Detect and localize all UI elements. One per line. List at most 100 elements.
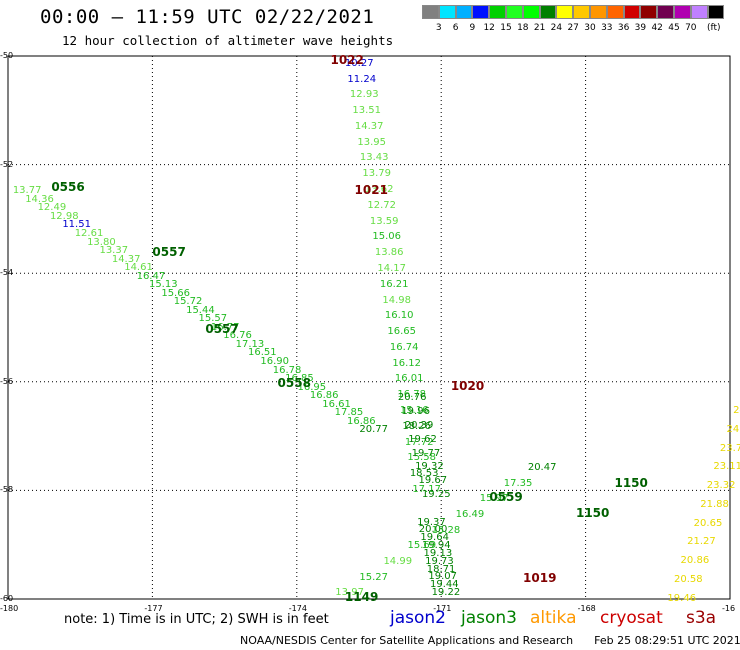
color-scale-label: 21 <box>533 23 546 33</box>
wave-height-value: 17.13 <box>235 338 265 350</box>
wave-height-value: 16.86 <box>309 390 339 402</box>
color-scale-label: 24 <box>550 23 563 33</box>
track-time-label: 0559 <box>489 489 523 504</box>
wave-height-value: 16.51 <box>247 347 277 359</box>
wave-height-value: 19.44 <box>429 579 459 591</box>
track-time-label: 1150 <box>614 476 648 491</box>
wave-height-value: 19.96 <box>401 405 430 417</box>
wave-height-value: 18.71 <box>426 563 456 575</box>
wave-height-value: 16.10 <box>384 310 414 322</box>
color-swatch <box>539 5 557 19</box>
wave-height-value: 13.95 <box>357 136 387 148</box>
wave-height-value: 15.06 <box>372 231 402 243</box>
longitude-label: -177 <box>144 604 163 613</box>
color-scale-label: 12 <box>483 23 495 33</box>
latitude-label: -56 <box>0 376 14 386</box>
wave-height-value: 14.17 <box>377 262 407 274</box>
track-time-label: 1019 <box>523 571 557 586</box>
color-scale-unit: (ft) <box>707 23 721 33</box>
latitude-label: -52 <box>0 159 14 169</box>
wave-height-value: 15.28 <box>431 524 461 536</box>
color-swatch <box>606 5 624 19</box>
wave-height-value: 12.93 <box>349 89 379 101</box>
wave-height-value: 20.86 <box>680 555 710 567</box>
wave-height-value: 19.94 <box>421 540 451 552</box>
footer-note: note: 1) Time is in UTC; 2) SWH is in fe… <box>64 612 329 627</box>
wave-height-value: 12.98 <box>49 210 79 222</box>
color-scale-label: 36 <box>617 23 630 33</box>
wave-height-value: 14.99 <box>383 555 413 567</box>
color-swatch <box>422 5 439 19</box>
wave-height-value: 19.13 <box>423 547 453 559</box>
track-time-label: 1020 <box>450 378 485 393</box>
wave-height-value: 19.22 <box>431 587 461 599</box>
wave-height-value: 17.35 <box>503 477 533 489</box>
wave-height-value: 19.07 <box>428 571 457 583</box>
color-scale-label: 42 <box>651 23 663 33</box>
wave-height-value: 16.78 <box>272 364 302 376</box>
wave-height-value: 16.47 <box>136 270 166 282</box>
wave-height-value: 16.21 <box>379 278 409 290</box>
legend-jason3: jason3 <box>461 608 517 628</box>
wave-height-value: 16.90 <box>260 355 289 367</box>
color-scale-label: 3 <box>435 23 442 33</box>
wave-height-value: 10.27 <box>344 57 374 69</box>
wave-height-value: 14.36 <box>25 193 54 205</box>
longitude-label: -171 <box>433 604 452 613</box>
color-swatch <box>489 5 506 19</box>
color-swatch <box>707 5 725 19</box>
footer-credit: NOAA/NESDIS Center for Satellite Applica… <box>240 634 740 647</box>
wave-height-value: 13.80 <box>87 236 116 248</box>
color-scale-label: 6 <box>452 23 459 33</box>
wave-height-value: 19.62 <box>408 433 437 445</box>
legend-cryosat: cryosat <box>600 608 663 628</box>
wave-height-value: 20.58 <box>673 573 703 585</box>
track-time-label: 0558 <box>277 375 311 390</box>
wave-height-value: 16.78 <box>397 389 426 401</box>
color-swatch <box>556 5 574 19</box>
wave-height-value: 13.79 <box>362 168 392 180</box>
wave-height-value: 19.64 <box>420 532 449 544</box>
wave-height-value: 20.65 <box>693 517 723 529</box>
timestamp-text: Feb 25 08:29:51 UTC 2021 <box>594 634 740 647</box>
wave-height-value: 16.86 <box>346 415 376 427</box>
wave-height-value: 17.17 <box>412 483 441 495</box>
wave-height-value: 16.12 <box>392 357 421 369</box>
page-subtitle: 12 hour collection of altimeter wave hei… <box>62 33 394 48</box>
wave-height-value: 13.43 <box>359 152 389 164</box>
wave-height-value: 19.67 <box>418 475 448 487</box>
color-swatch <box>657 5 674 19</box>
legend-s3a: s3a <box>686 608 717 628</box>
wave-height-value: 19.73 <box>425 555 454 567</box>
track-time-label: 0557 <box>205 321 239 336</box>
latitude-label: -50 <box>0 51 14 60</box>
color-swatch <box>623 5 641 19</box>
wave-height-value: 19.25 <box>421 489 451 501</box>
wave-height-value: 19.46 <box>667 592 697 604</box>
wave-height-value: 13.77 <box>12 185 42 197</box>
color-swatch <box>438 5 456 19</box>
color-scale-label: 9 <box>469 23 476 33</box>
wave-height-value: 15.27 <box>359 571 388 583</box>
wave-height-value: 15.66 <box>161 287 190 299</box>
legend-altika: altika <box>530 608 577 628</box>
longitude-label: -16 <box>722 604 736 613</box>
wave-height-value: 19.32 <box>415 461 444 473</box>
credit-text: NOAA/NESDIS Center for Satellite Applica… <box>240 634 574 647</box>
color-scale-label: 70 <box>685 23 697 33</box>
wave-height-value: 23.76 <box>719 442 740 454</box>
longitude-label: -180 <box>0 604 19 613</box>
wave-height-value: 16.61 <box>322 398 351 410</box>
wave-height-value: 13.62 <box>364 184 394 195</box>
wave-height-value: 13.59 <box>369 215 399 227</box>
track-time-label: 1149 <box>344 590 379 605</box>
wave-height-value: 16.65 <box>387 326 416 338</box>
map-frame <box>7 55 731 600</box>
longitude-label: -168 <box>577 604 596 613</box>
track-time-label: 0557 <box>152 245 186 260</box>
color-scale-label: 30 <box>584 23 596 33</box>
color-swatch <box>590 5 607 19</box>
wave-height-value: 13.37 <box>99 245 129 257</box>
wave-height-value: 15.16 <box>399 405 429 417</box>
